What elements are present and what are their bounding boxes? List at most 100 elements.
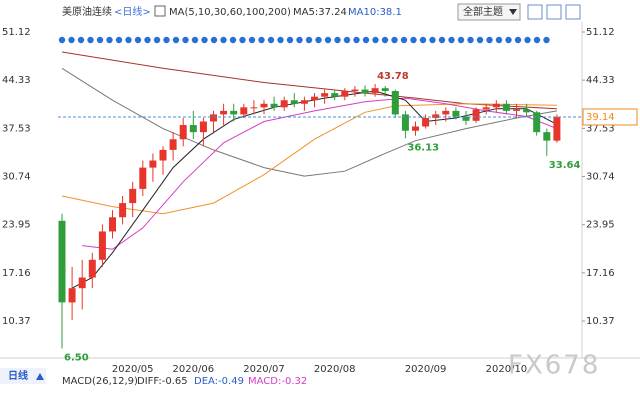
event-dot — [476, 36, 484, 44]
event-dot — [391, 36, 398, 44]
tab-arrow — [36, 373, 44, 380]
y-tick-label: 17.16 — [2, 268, 31, 279]
macd-value: MACD:-0.32 — [248, 376, 307, 387]
macd-diff: DIFF:-0.65 — [137, 376, 188, 387]
theme-select[interactable] — [457, 3, 521, 21]
candle-body — [88, 259, 96, 278]
candle-body — [230, 110, 238, 115]
candle-body — [270, 103, 278, 108]
ma-line — [61, 67, 557, 177]
candle-body — [513, 109, 520, 111]
dropdown-arrow — [509, 9, 517, 15]
event-dot — [163, 36, 170, 44]
candle-body — [129, 188, 137, 204]
candle-body — [533, 112, 541, 133]
candle-body — [371, 88, 379, 94]
candle-body — [311, 96, 318, 101]
event-dot — [201, 36, 208, 44]
candle-body — [119, 203, 127, 218]
candle-body — [482, 107, 490, 110]
event-dot — [125, 36, 132, 44]
period-tab-bg[interactable] — [0, 368, 46, 384]
event-dot — [220, 36, 227, 44]
candle-body — [321, 93, 329, 97]
y-tick-label: 44.33 — [2, 75, 31, 86]
period-label[interactable]: <日线> — [114, 5, 151, 18]
event-dot — [324, 36, 332, 44]
ma10-readout: MA10:38.1 — [348, 7, 402, 18]
event-dot — [543, 36, 550, 44]
event-dot — [429, 36, 436, 44]
candle-body — [432, 114, 440, 118]
y-tick-label: 10.37 — [2, 316, 31, 327]
event-dot — [486, 36, 493, 44]
indicator-icon[interactable] — [154, 5, 166, 17]
theme-button[interactable]: 全部主题 — [463, 5, 503, 18]
candle-body — [422, 117, 430, 127]
candle-body — [250, 107, 258, 109]
event-dot — [400, 36, 408, 44]
candle-body — [472, 109, 480, 121]
event-dot — [115, 36, 123, 44]
event-dot — [191, 36, 199, 44]
candle-body — [361, 89, 369, 94]
event-dot — [372, 36, 379, 44]
y-tick-label-right: 51.12 — [586, 27, 615, 38]
last-price-box — [582, 108, 638, 126]
candle-body — [442, 110, 450, 115]
event-dot — [277, 36, 284, 44]
tool-icon[interactable] — [546, 4, 562, 20]
candle-body — [189, 125, 197, 133]
period-tab[interactable]: 日线 — [8, 369, 28, 382]
candle-body — [412, 126, 419, 131]
macd-title: MACD(26,12,9) — [62, 376, 138, 387]
event-dot — [533, 36, 541, 44]
event-dot — [343, 36, 351, 44]
x-tick-label: 2020/07 — [243, 364, 285, 375]
event-dot — [495, 36, 503, 44]
candle-body — [341, 91, 349, 97]
candle-body — [139, 167, 147, 189]
tool-icon[interactable] — [527, 4, 543, 20]
y-tick-label-right: 37.53 — [586, 123, 615, 134]
event-dot — [210, 36, 218, 44]
y-tick-label: 23.95 — [2, 220, 31, 231]
x-tick-label: 2020/09 — [405, 364, 447, 375]
event-dot — [353, 36, 360, 44]
candle-body — [502, 103, 510, 111]
y-tick-label: 51.12 — [2, 27, 31, 38]
event-dot — [182, 36, 189, 44]
event-dot — [286, 36, 294, 44]
chart-title: 美原油连续 — [62, 5, 112, 18]
x-tick-label: 2020/05 — [112, 364, 154, 375]
event-dot — [134, 36, 142, 44]
event-dot — [381, 36, 389, 44]
event-dot — [410, 36, 417, 44]
extreme-label: 43.78 — [377, 71, 409, 82]
event-dot — [87, 36, 94, 44]
y-tick-label-right: 17.16 — [586, 268, 615, 279]
event-dot — [58, 36, 66, 44]
last-price-label: 39.14 — [586, 112, 615, 123]
candle-body — [199, 121, 207, 133]
candle-body — [462, 116, 470, 121]
candle-body — [391, 91, 399, 115]
event-dot — [334, 36, 341, 44]
candle-body — [492, 103, 500, 108]
x-tick-label: 2020/10 — [486, 364, 528, 375]
watermark: FX678 — [508, 351, 600, 381]
event-dot — [96, 36, 104, 44]
event-dot — [229, 36, 237, 44]
ma-line — [61, 103, 557, 215]
candle-body — [543, 132, 551, 141]
event-dot — [248, 36, 256, 44]
candle-body — [452, 110, 460, 117]
y-tick-label-right: 23.95 — [586, 220, 615, 231]
y-tick-label: 37.53 — [2, 123, 31, 134]
tool-icon[interactable] — [565, 4, 581, 20]
event-dot — [524, 36, 531, 44]
event-dot — [362, 36, 370, 44]
event-dot — [267, 36, 275, 44]
candle-body — [58, 220, 66, 303]
